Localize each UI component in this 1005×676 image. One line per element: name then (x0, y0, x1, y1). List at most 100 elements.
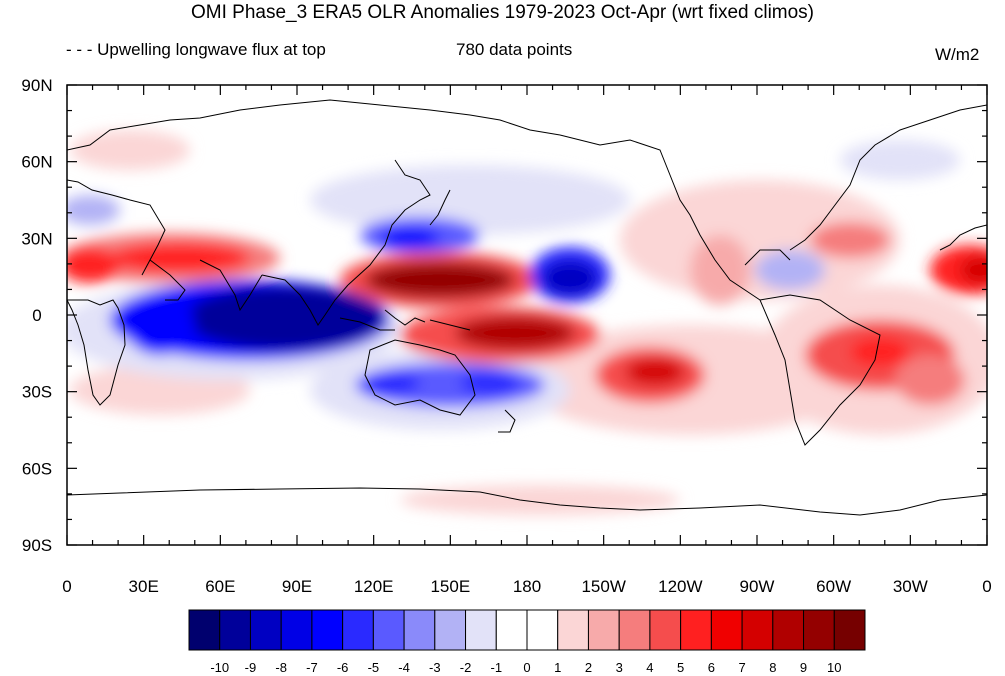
lat-tick-label: 90N (21, 76, 52, 95)
anomaly-light-red-south-east (400, 485, 680, 515)
lon-tick-label: 180 (513, 577, 541, 596)
data-points-count: 780 data points (456, 40, 573, 59)
colorbar-swatch (587, 609, 620, 651)
coast-new-guinea (429, 319, 471, 331)
colorbar-swatch (403, 609, 436, 651)
colorbar-swatch (526, 609, 559, 651)
coast-indonesia-b (384, 309, 426, 326)
coast-antarctica (67, 487, 987, 516)
colorbar-label: 4 (646, 660, 653, 675)
colorbar-label: -10 (210, 660, 229, 675)
colorbar-label: -8 (275, 660, 287, 675)
colorbar-swatch (772, 609, 805, 651)
lat-tick-label: 60N (21, 153, 52, 172)
coastlines (67, 99, 987, 516)
colorbar-label: 2 (585, 660, 592, 675)
anomaly-red-atlantic-south (895, 355, 965, 405)
anomaly-red-east-edge-core (960, 256, 987, 284)
map-ticks (66, 84, 988, 546)
anomaly-red-west-pacific-north-core (365, 262, 515, 298)
colorbar-swatch (833, 609, 866, 651)
colorbar-swatch (557, 609, 589, 651)
colorbar-label: 9 (800, 660, 807, 675)
colorbar-swatch (434, 609, 467, 651)
colorbar-swatch (342, 609, 374, 651)
colorbar-swatch (803, 609, 835, 651)
colorbar-swatch (372, 609, 405, 651)
colorbar-label: -6 (337, 660, 349, 675)
colorbar (188, 609, 866, 651)
colorbar-label: -2 (460, 660, 472, 675)
coast-south-america (759, 294, 881, 446)
coast-gulf-mexico (744, 249, 791, 266)
colorbar-label: 0 (523, 660, 530, 675)
anomaly-light-red-west (70, 130, 190, 170)
lon-tick-label: 30E (129, 577, 159, 596)
lon-tick-label: 90W (740, 577, 775, 596)
coast-india (199, 259, 263, 312)
anomaly-blue-indian-ocean-core (185, 286, 385, 350)
colorbar-swatch (311, 609, 344, 651)
colorbar-label: 10 (827, 660, 841, 675)
colorbar-label: -3 (429, 660, 441, 675)
colorbar-swatch (710, 609, 743, 651)
colorbar-swatch (188, 609, 221, 651)
anomaly-blue-west-lobe (125, 295, 195, 355)
coast-europe (939, 224, 987, 251)
colorbar-label: 5 (677, 660, 684, 675)
anomaly-light-blue-west (67, 195, 120, 225)
colorbar-swatch (680, 609, 712, 651)
lon-tick-label: 0 (62, 577, 71, 596)
lon-tick-label: 90E (282, 577, 312, 596)
colorbar-label: -4 (398, 660, 410, 675)
coast-africa-north (67, 179, 166, 276)
lon-tick-label: 150W (581, 577, 625, 596)
anomaly-red-subtropical-africa-core (110, 243, 250, 273)
anomaly-blue-australia-core-b (460, 371, 520, 395)
lon-tick-label: 60W (816, 577, 851, 596)
colorbar-label: 3 (616, 660, 623, 675)
map-title: OMI Phase_3 ERA5 OLR Anomalies 1979-2023… (190, 2, 815, 23)
coast-new-zealand (498, 409, 516, 433)
lon-tick-label: 30W (893, 577, 928, 596)
anomaly-blue-australia-core-a (360, 371, 420, 395)
anomaly-red-south-america-core (850, 337, 910, 367)
anomaly-red-west-edge (67, 247, 120, 283)
colorbar-swatch (741, 609, 774, 651)
lon-tick-label: 150E (430, 577, 470, 596)
colorbar-labels: -10 -9 -8 -7 -6 -5 -4 -3 -2 -1 0 1 2 3 4 5 6 7 8 9 10 (210, 660, 841, 675)
colorbar-label: -9 (245, 660, 257, 675)
coast-north-america (559, 134, 761, 301)
anomaly-red-atlantic-north (810, 222, 890, 258)
coast-eurasia-north (67, 99, 561, 151)
lat-tick-label: 0 (32, 306, 41, 325)
lat-tick-label: 60S (22, 459, 52, 478)
anomaly-light-blue-gulf (755, 250, 825, 290)
colorbar-label: -1 (490, 660, 502, 675)
anomaly-light-blue-atlantic (840, 140, 960, 180)
coast-arabia (149, 259, 186, 301)
coast-africa (67, 299, 126, 406)
colorbar-swatch (495, 609, 528, 651)
lon-tick-label: 0 (982, 577, 991, 596)
colorbar-label: 6 (708, 660, 715, 675)
lon-tick-label: 60E (205, 577, 235, 596)
anomaly-light-blue-pacific-north (310, 165, 630, 235)
anomaly-red-south-pacific-core (625, 358, 685, 386)
colorbar-swatch (618, 609, 651, 651)
lat-tick-label: 30N (21, 229, 52, 248)
coast-japan (429, 189, 451, 226)
colorbar-swatch (219, 609, 251, 651)
anomaly-field (67, 85, 987, 545)
colorbar-swatch (649, 609, 682, 651)
colorbar-label: 8 (769, 660, 776, 675)
colorbar-swatch (280, 609, 313, 651)
map-axis-labels: 0 30E 60E 90E 120E 150E 180 150W 120W 90W 60W 30W 0 9… (21, 76, 991, 596)
colorbar-swatch (465, 609, 497, 651)
coast-china (347, 159, 431, 286)
colorbar-label: 7 (738, 660, 745, 675)
lon-tick-label: 120E (354, 577, 394, 596)
coast-north-america-east (789, 104, 987, 251)
colorbar-label: -7 (306, 660, 318, 675)
